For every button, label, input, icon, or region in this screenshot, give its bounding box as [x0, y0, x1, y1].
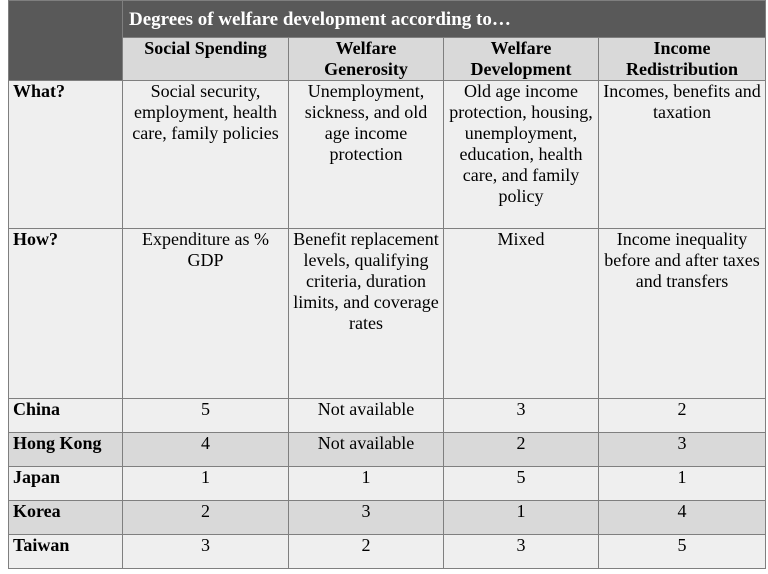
- column-header: Welfare Development: [443, 37, 599, 81]
- table-cell: 1: [288, 466, 444, 501]
- row-header: Taiwan: [8, 534, 123, 569]
- table-cell: Mixed: [443, 228, 599, 399]
- table-cell: 1: [122, 466, 289, 501]
- table-cell: 2: [288, 534, 444, 569]
- table-row: Korea 2 3 1 4: [8, 500, 767, 535]
- table-row: Japan 1 1 5 1: [8, 466, 767, 501]
- table-cell: Social security, employment, health care…: [122, 80, 289, 229]
- row-header: Japan: [8, 466, 123, 501]
- table-cell: Not available: [288, 398, 444, 433]
- table-cell: 3: [597, 432, 767, 467]
- table-cell: 3: [122, 534, 289, 569]
- table-cell: Unemployment, sickness, and old age inco…: [288, 80, 444, 229]
- column-header: Social Spending: [122, 37, 289, 81]
- table-cell: 3: [443, 398, 599, 433]
- table-cell: 5: [122, 398, 289, 433]
- table-cell: 5: [597, 534, 767, 569]
- row-header: Korea: [8, 500, 123, 535]
- table-cell: Income inequality before and after taxes…: [597, 228, 767, 399]
- table-cell: 4: [122, 432, 289, 467]
- table-cell: 2: [122, 500, 289, 535]
- table-row: Taiwan 3 2 3 5: [8, 534, 767, 569]
- table-cell: Old age income protection, housing, unem…: [443, 80, 599, 229]
- column-header: Welfare Generosity: [288, 37, 444, 81]
- table-cell: Benefit replacement levels, qualifying c…: [288, 228, 444, 399]
- row-header: China: [8, 398, 123, 433]
- table-title: Degrees of welfare development according…: [121, 0, 767, 38]
- table-cell: 2: [597, 398, 767, 433]
- table-cell: 2: [443, 432, 599, 467]
- welfare-table: Degrees of welfare development according…: [8, 0, 767, 569]
- table-row: How? Expenditure as % GDP Benefit replacem…: [8, 228, 767, 399]
- table-cell: Incomes, benefits and taxation: [597, 80, 767, 229]
- table-cell: 4: [597, 500, 767, 535]
- table-row: What? Social security, employment, health…: [8, 80, 767, 229]
- table-cell: 1: [443, 500, 599, 535]
- table-cell: Expenditure as % GDP: [122, 228, 289, 399]
- table-cell: 3: [288, 500, 444, 535]
- table-row: Hong Kong 4 Not available 2 3: [8, 432, 767, 467]
- corner-cell: [8, 0, 123, 81]
- column-header: Income Redistribution: [597, 37, 767, 81]
- table-cell: 3: [443, 534, 599, 569]
- row-header: Hong Kong: [8, 432, 123, 467]
- table-row: China 5 Not available 3 2: [8, 398, 767, 433]
- row-header: What?: [8, 80, 123, 229]
- table-cell: 1: [597, 466, 767, 501]
- table-cell: Not available: [288, 432, 444, 467]
- row-header: How?: [8, 228, 123, 399]
- table-cell: 5: [443, 466, 599, 501]
